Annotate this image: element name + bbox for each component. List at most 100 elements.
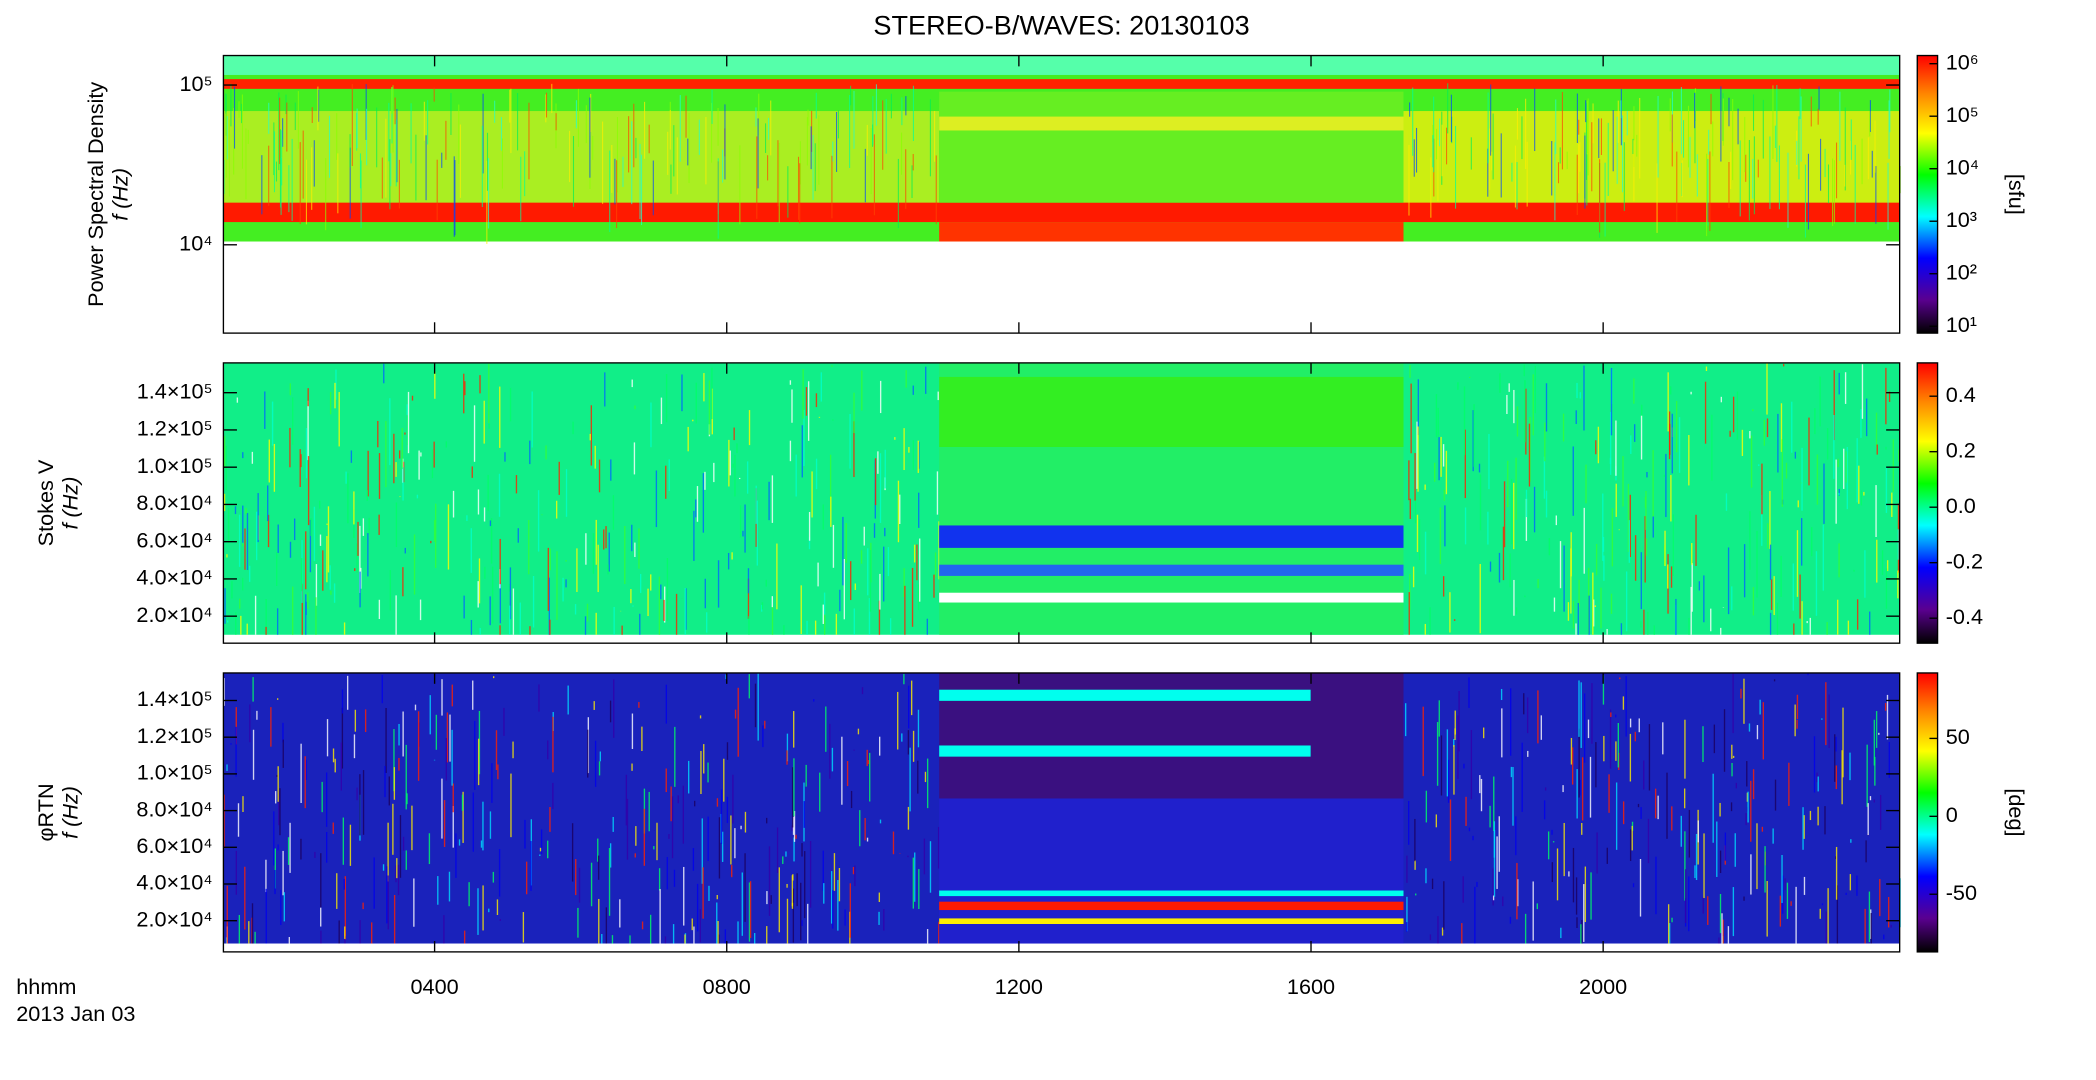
spectrogram-texture xyxy=(360,567,362,589)
spectrogram-texture xyxy=(853,608,855,635)
spectrogram-texture xyxy=(1629,494,1631,558)
spectrogram-texture xyxy=(1874,120,1876,173)
spectrogram-texture xyxy=(1827,164,1830,204)
spectrogram-texture xyxy=(879,380,882,414)
spectrogram-texture xyxy=(251,451,254,464)
spectrogram-texture xyxy=(1749,511,1751,570)
spectrogram-texture xyxy=(1405,922,1408,932)
spectrogram-texture xyxy=(1501,708,1503,758)
spectrogram-texture xyxy=(433,87,435,102)
spectrogram-texture xyxy=(1499,373,1501,393)
spectrogram-texture xyxy=(330,590,332,595)
spectrogram-texture xyxy=(1739,140,1741,217)
spectrogram-texture xyxy=(1583,884,1585,942)
spectrogram-texture xyxy=(1720,396,1723,403)
spectrogram-texture xyxy=(512,588,515,635)
spectrogram-texture xyxy=(1595,742,1597,788)
spectrogram-texture xyxy=(382,864,385,871)
spectrogram-texture xyxy=(1552,841,1555,843)
spectrogram-texture xyxy=(768,117,770,140)
spectrogram-texture xyxy=(1684,719,1686,779)
spectrogram-texture xyxy=(702,867,704,919)
spectrogram-texture xyxy=(909,747,911,812)
spectrogram-texture xyxy=(1537,579,1539,589)
spectrogram-texture xyxy=(903,674,905,685)
spectrogram-texture xyxy=(711,89,713,124)
spectrogram-texture xyxy=(1774,779,1777,811)
spectrogram-texture xyxy=(883,546,885,602)
spectrogram-texture xyxy=(343,878,345,890)
spectrogram-texture xyxy=(808,537,811,550)
spectrogram-texture xyxy=(904,585,906,635)
spectrogram-texture xyxy=(629,935,631,944)
spectrogram-texture xyxy=(318,89,320,122)
spectrogram-texture xyxy=(1638,718,1640,733)
spectrogram-texture xyxy=(716,798,719,807)
spectrogram-texture xyxy=(737,921,739,944)
spectrogram-texture xyxy=(401,428,403,470)
spectrogram-texture xyxy=(268,439,270,483)
spectrogram-texture xyxy=(608,532,610,572)
spectrogram-texture xyxy=(818,115,820,185)
spectrogram-texture xyxy=(864,148,866,203)
spectrogram-texture xyxy=(1579,779,1581,796)
spectrogram-texture xyxy=(577,907,579,938)
spectrogram-texture xyxy=(1796,140,1798,165)
spectrogram-band xyxy=(939,689,1311,701)
spectrogram-texture xyxy=(305,759,307,781)
spectrogram-texture xyxy=(589,97,591,178)
spectrogram-texture xyxy=(1813,736,1816,793)
spectrogram-texture xyxy=(225,111,227,178)
spectrogram-texture xyxy=(1617,722,1619,768)
spectrogram-texture xyxy=(509,89,511,123)
spectrogram-texture xyxy=(398,723,400,746)
y-tick-label: 1.4×10⁵ xyxy=(137,378,213,403)
spectrogram-texture xyxy=(387,822,389,882)
spectrogram-texture xyxy=(1876,444,1878,455)
spectrogram-texture xyxy=(1545,383,1548,432)
spectrogram-texture xyxy=(240,103,243,124)
spectrogram-texture xyxy=(545,94,547,123)
spectrogram-texture xyxy=(1719,850,1722,874)
spectrogram-texture xyxy=(822,504,824,530)
spectrogram-texture xyxy=(420,452,422,457)
spectrogram-texture xyxy=(786,750,788,765)
spectrogram-texture xyxy=(1825,682,1827,746)
spectrogram-texture xyxy=(357,521,359,556)
spectrogram-texture xyxy=(1622,801,1625,825)
spectrogram-texture xyxy=(616,160,618,229)
spectrogram-texture xyxy=(1861,364,1864,419)
spectrogram-texture xyxy=(814,143,816,192)
spectrogram-texture xyxy=(1454,125,1457,209)
spectrogram-texture xyxy=(341,707,344,769)
spectrogram-texture xyxy=(1622,456,1624,507)
spectrogram-texture xyxy=(1802,807,1804,850)
spectrogram-texture xyxy=(1578,119,1580,135)
spectrogram-texture xyxy=(494,100,496,123)
spectrogram-texture xyxy=(917,709,920,748)
spectrogram-texture xyxy=(1698,581,1701,591)
spectrogram-texture xyxy=(726,742,729,760)
spectrogram-texture xyxy=(1424,484,1426,490)
spectrogram-texture xyxy=(474,720,476,790)
spectrogram-texture xyxy=(398,159,400,209)
spectrogram-texture xyxy=(378,514,380,535)
spectrogram-texture xyxy=(489,596,491,626)
spectrogram-texture xyxy=(1571,747,1574,785)
spectrogram-texture xyxy=(577,88,579,147)
spectrogram-texture xyxy=(609,700,612,723)
spectrogram-texture xyxy=(349,824,352,866)
spectrogram-texture xyxy=(254,931,256,944)
spectrogram-texture xyxy=(747,578,750,619)
spectrogram-texture xyxy=(672,924,675,944)
spectrogram-texture xyxy=(539,847,542,852)
spectrogram-texture xyxy=(327,506,330,573)
spectrogram-texture xyxy=(466,515,468,521)
spectrogram-texture xyxy=(791,825,793,832)
spectrogram-texture xyxy=(275,791,277,804)
spectrogram-texture xyxy=(883,909,885,931)
spectrogram-texture xyxy=(708,380,711,435)
spectrogram-texture xyxy=(866,837,869,842)
spectrogram-texture xyxy=(797,156,800,220)
spectrogram-texture xyxy=(1819,908,1821,919)
